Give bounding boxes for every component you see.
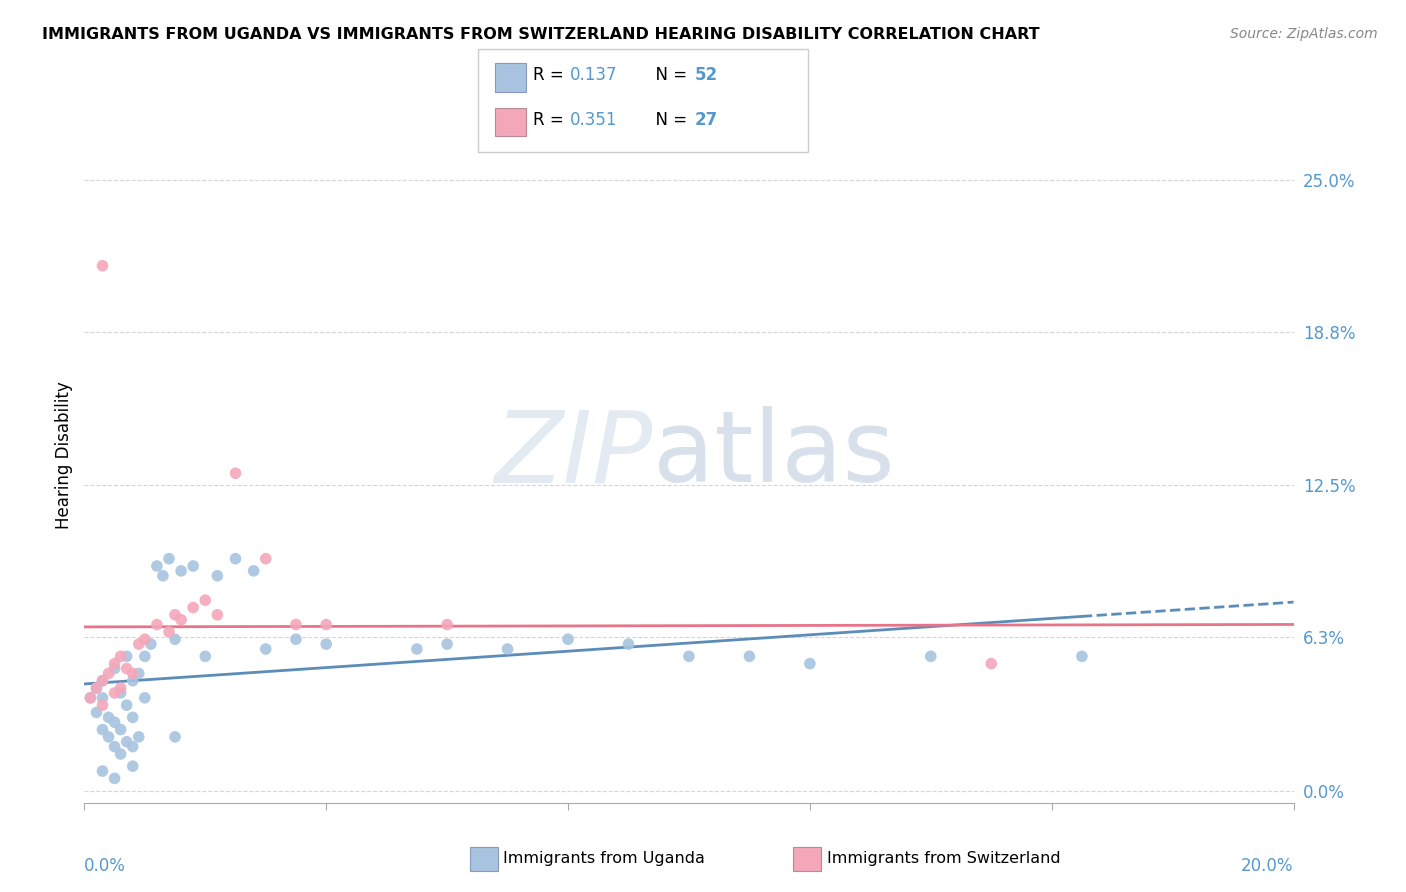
Point <box>170 613 193 627</box>
Text: Immigrants from Switzerland: Immigrants from Switzerland <box>827 851 1060 866</box>
Point <box>315 617 337 632</box>
Point <box>91 723 114 737</box>
Point <box>496 642 519 657</box>
Point <box>207 568 229 582</box>
Point <box>157 551 180 566</box>
Point <box>254 551 277 566</box>
Point <box>980 657 1002 671</box>
Point <box>110 747 132 761</box>
Text: 52: 52 <box>695 66 717 84</box>
Point <box>134 649 156 664</box>
Point <box>115 735 138 749</box>
Point <box>121 666 143 681</box>
Point <box>139 637 162 651</box>
Point <box>121 739 143 754</box>
Point <box>79 690 101 705</box>
Point <box>134 632 156 647</box>
Text: 27: 27 <box>695 111 718 128</box>
Point <box>110 649 132 664</box>
Point <box>157 624 180 639</box>
Text: 0.351: 0.351 <box>569 111 617 128</box>
Point <box>115 698 138 713</box>
Point <box>104 772 127 786</box>
Point <box>91 698 114 713</box>
Point <box>207 607 229 622</box>
Point <box>110 686 132 700</box>
Point <box>91 673 114 688</box>
Point <box>181 600 204 615</box>
Point <box>104 661 127 675</box>
Point <box>315 637 337 651</box>
Text: N =: N = <box>645 66 693 84</box>
Y-axis label: Hearing Disability: Hearing Disability <box>55 381 73 529</box>
Point <box>436 637 458 651</box>
Point <box>163 730 186 744</box>
Point <box>181 559 204 574</box>
Point <box>225 551 247 566</box>
Point <box>104 715 127 730</box>
Point <box>110 681 132 695</box>
Point <box>799 657 821 671</box>
Text: ZIP: ZIP <box>495 407 652 503</box>
Text: R =: R = <box>533 66 569 84</box>
Point <box>1071 649 1094 664</box>
Point <box>284 617 308 632</box>
Point <box>436 617 458 632</box>
Point <box>170 564 193 578</box>
Point <box>128 666 150 681</box>
Text: 0.137: 0.137 <box>569 66 617 84</box>
Point <box>254 642 277 657</box>
Point <box>104 739 127 754</box>
Text: N =: N = <box>645 111 693 128</box>
Point <box>678 649 700 664</box>
Point <box>91 690 114 705</box>
Point <box>104 657 127 671</box>
Point <box>110 723 132 737</box>
Point <box>920 649 942 664</box>
Point <box>406 642 429 657</box>
Point <box>86 706 108 720</box>
Text: R =: R = <box>533 111 569 128</box>
Point <box>194 593 217 607</box>
Point <box>121 710 143 724</box>
Text: atlas: atlas <box>652 407 894 503</box>
Point <box>738 649 761 664</box>
Point <box>146 559 169 574</box>
Point <box>146 617 169 632</box>
Point <box>115 661 138 675</box>
Point <box>128 637 150 651</box>
Point <box>115 649 138 664</box>
Point <box>97 710 120 724</box>
Point <box>86 681 108 695</box>
Text: 20.0%: 20.0% <box>1241 856 1294 874</box>
Point <box>242 564 264 578</box>
Point <box>91 673 114 688</box>
Text: Immigrants from Uganda: Immigrants from Uganda <box>503 851 706 866</box>
Point <box>163 607 186 622</box>
Point <box>225 467 247 481</box>
Text: IMMIGRANTS FROM UGANDA VS IMMIGRANTS FROM SWITZERLAND HEARING DISABILITY CORRELA: IMMIGRANTS FROM UGANDA VS IMMIGRANTS FRO… <box>42 27 1040 42</box>
Point <box>91 259 114 273</box>
Point <box>134 690 156 705</box>
Point <box>104 686 127 700</box>
Point <box>97 730 120 744</box>
Point <box>284 632 308 647</box>
Point <box>163 632 186 647</box>
Point <box>121 759 143 773</box>
Point <box>617 637 640 651</box>
Point <box>86 681 108 695</box>
Point <box>97 666 120 681</box>
Point <box>79 690 101 705</box>
Point <box>91 764 114 778</box>
Point <box>121 673 143 688</box>
Point <box>128 730 150 744</box>
Point <box>557 632 579 647</box>
Text: Source: ZipAtlas.com: Source: ZipAtlas.com <box>1230 27 1378 41</box>
Text: 0.0%: 0.0% <box>84 856 127 874</box>
Point <box>194 649 217 664</box>
Point <box>152 568 174 582</box>
